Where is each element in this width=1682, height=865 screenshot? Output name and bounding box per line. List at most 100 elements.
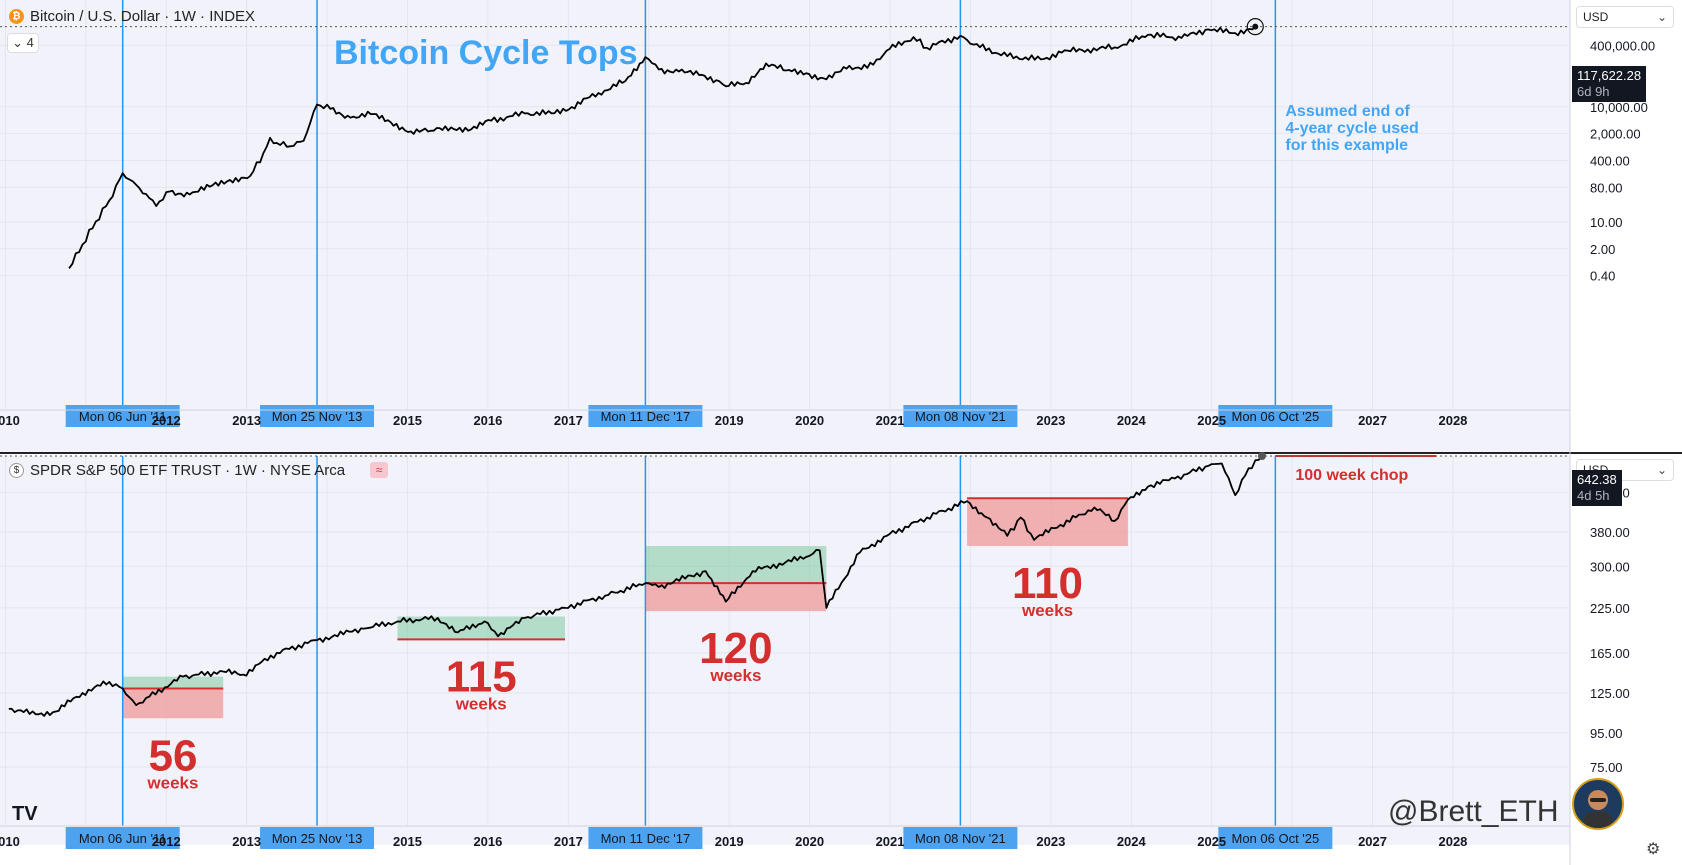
spy-cycle-date-tag-bg	[1218, 827, 1333, 849]
chop-box-green	[397, 616, 565, 640]
gear-icon[interactable]: ⚙	[1646, 841, 1661, 858]
btc-y-tick: 2,000.00	[1590, 127, 1641, 142]
chop-weeks-count: 120	[699, 624, 772, 673]
spy-cycle-date-tag-bg	[260, 827, 375, 849]
btc-y-tick: 10.00	[1590, 215, 1623, 230]
avatar	[1572, 778, 1624, 830]
chop-box-red	[645, 583, 827, 612]
spy-end-marker	[1257, 452, 1266, 460]
chart-labels: Bitcoin Cycle Tops Assumed end of4-year c…	[334, 34, 1419, 154]
btc-countdown: 6d 9h	[1577, 84, 1610, 99]
btc-x-tick: 2019	[715, 413, 744, 428]
cycle-annotation-line: 4-year cycle used	[1285, 120, 1418, 137]
spy-x-tick: 2015	[393, 834, 422, 849]
spy-cycle-date-tag: Mon 06 Jun '11	[79, 831, 167, 846]
spy-cycle-date-tag-bg	[65, 827, 180, 849]
btc-symbol-title[interactable]: Bitcoin / U.S. Dollar · 1W · INDEX	[30, 8, 256, 25]
chop-weeks-unit: weeks	[455, 694, 507, 713]
btc-series[interactable]	[68, 26, 1256, 269]
tradingview-logo[interactable]: TV	[12, 803, 38, 825]
spy-x-tick: 2021	[876, 834, 905, 849]
btc-cycle-date-tag: Mon 11 Dec '17	[601, 409, 691, 424]
chop-weeks-count: 110	[1012, 559, 1083, 608]
btc-x-tick: 2027	[1358, 413, 1387, 428]
btc-currency-selector[interactable]: USD ⌄	[1576, 6, 1674, 28]
chop-weeks-count: 56	[148, 731, 197, 780]
btc-y-tick: 10,000.00	[1590, 100, 1648, 115]
chevron-down-icon: ⌄	[1656, 463, 1667, 477]
btc-plot-background	[0, 0, 1570, 452]
chop-weeks-unit: weeks	[709, 666, 761, 685]
wave-icon[interactable]: ≈	[370, 462, 388, 478]
chop-weeks-count: 115	[446, 652, 517, 701]
btc-y-tick: 80.00	[1590, 180, 1623, 195]
btc-x-tick: 2017	[554, 413, 583, 428]
spy-x-tick: 2012	[152, 834, 181, 849]
spy-cycle-date-tag-bg	[588, 827, 703, 849]
spy-series[interactable]	[8, 455, 1263, 717]
btc-x-tick: 2010	[0, 413, 20, 428]
btc-x-tick: 2023	[1036, 413, 1065, 428]
spy-last-price: 642.38	[1577, 472, 1617, 487]
chop-weeks-unit: weeks	[146, 773, 198, 792]
spy-x-tick: 2027	[1358, 834, 1387, 849]
chop-box-green	[645, 546, 827, 584]
cycle-annotation-line: Assumed end of	[1285, 103, 1410, 120]
btc-x-tick: 2024	[1117, 413, 1147, 428]
btc-end-marker-ring	[1246, 18, 1264, 36]
spy-cycle-date-tag-bg	[903, 827, 1018, 849]
chop-weeks-unit: weeks	[1021, 601, 1073, 620]
spy-x-tick: 2025	[1197, 834, 1226, 849]
btc-x-tick: 2028	[1438, 413, 1467, 428]
spy-countdown: 4d 5h	[1577, 488, 1610, 503]
btc-x-tick: 2015	[393, 413, 422, 428]
spy-x-tick: 2028	[1438, 834, 1467, 849]
spy-plot-background	[0, 456, 1570, 845]
author-watermark: @Brett_ETH	[1388, 795, 1559, 828]
spy-x-tick: 2016	[473, 834, 502, 849]
spy-y-tick: 125.00	[1590, 686, 1630, 701]
indicator-count: 4	[26, 35, 34, 50]
btc-y-tick: 2.00	[1590, 242, 1615, 257]
spy-y-tick: 75.00	[1590, 760, 1623, 775]
spy-y-tick: 300.00	[1590, 559, 1630, 574]
spy-y-tick: 380.00	[1590, 525, 1630, 540]
btc-end-marker-dot	[1252, 23, 1259, 30]
spy-last-price-tag: 642.38 4d 5h	[1572, 470, 1622, 506]
spy-cycle-date-tag: Mon 06 Oct '25	[1231, 831, 1319, 846]
btc-x-tick: 2021	[876, 413, 905, 428]
spy-x-tick: 2010	[0, 834, 20, 849]
last-price-lines	[0, 18, 1570, 460]
btc-last-price: 117,622.28	[1577, 68, 1642, 83]
spy-cycle-date-tag: Mon 11 Dec '17	[601, 831, 691, 846]
bitcoin-icon: ₿	[9, 9, 24, 24]
spy-x-tick: 2024	[1117, 834, 1147, 849]
chevron-down-icon: ⌄	[1656, 10, 1667, 24]
chevron-down-icon: ⌄	[12, 35, 24, 50]
btc-y-tick: 400,000.00	[1590, 38, 1655, 53]
spy-x-tick: 2013	[232, 834, 261, 849]
chop-box-red	[967, 498, 1128, 547]
indicator-collapse-button[interactable]: ⌄ 4	[7, 33, 39, 53]
spy-x-tick: 2019	[715, 834, 744, 849]
chart-title: Bitcoin Cycle Tops	[334, 34, 638, 72]
btc-x-tick: 2025	[1197, 413, 1226, 428]
chop-projection-label: 100 week chop	[1295, 467, 1408, 484]
spy-x-tick: 2020	[795, 834, 824, 849]
btc-x-tick: 2012	[152, 413, 181, 428]
spy-grid	[0, 456, 1570, 826]
spy-y-tick: 165.00	[1590, 646, 1630, 661]
btc-x-tick: 2013	[232, 413, 261, 428]
btc-cycle-date-tag: Mon 08 Nov '21	[915, 409, 1006, 424]
btc-x-tick: 2016	[473, 413, 502, 428]
btc-x-tick: 2020	[795, 413, 824, 428]
spy-cycle-date-tag: Mon 25 Nov '13	[272, 831, 363, 846]
spy-symbol-title[interactable]: SPDR S&P 500 ETF TRUST · 1W · NYSE Arca	[30, 462, 346, 479]
btc-y-tick: 0.40	[1590, 269, 1615, 284]
btc-cycle-date-tag: Mon 06 Jun '11	[79, 409, 167, 424]
btc-price-line	[68, 26, 1256, 269]
spy-icon: $	[9, 463, 24, 478]
spy-y-tick: 225.00	[1590, 601, 1630, 616]
btc-currency-label: USD	[1583, 10, 1609, 24]
